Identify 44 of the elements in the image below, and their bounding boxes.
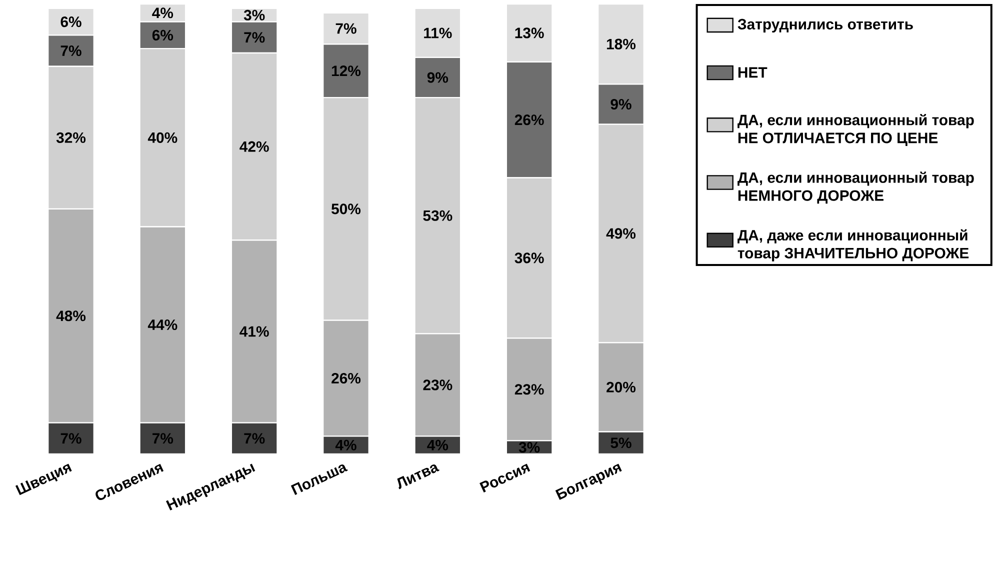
data-label: 9% [610, 98, 632, 110]
bar [506, 4, 553, 63]
data-label: 32% [56, 132, 86, 143]
data-label: 26% [332, 372, 361, 384]
data-label: 4% [152, 8, 174, 18]
data-label: 49% [606, 228, 636, 239]
data-label: 6% [152, 30, 174, 40]
data-label: 5% [610, 438, 632, 448]
legend-label: ДА, если инновационный товар НЕ ОТЛИЧАЕТСЯ ПО ЦЕНЕ [738, 114, 974, 146]
data-label: 7% [244, 32, 265, 43]
data-label: 26% [514, 114, 544, 126]
legend-label: ДА, даже если инновационный товар ЗНАЧИТЕЛЬНО ДОРОЖЕ [738, 229, 969, 262]
data-label: 23% [423, 380, 452, 390]
data-label: 11% [424, 28, 452, 38]
data-label: 13% [515, 28, 544, 38]
data-label: 3% [518, 442, 540, 453]
data-label: 7% [60, 46, 82, 56]
data-label: 12% [332, 66, 361, 76]
data-label: 23% [514, 384, 544, 395]
data-label: 44% [148, 320, 178, 330]
data-label: 48% [56, 310, 86, 322]
data-label: 41% [240, 326, 269, 337]
data-label: 4% [427, 440, 448, 450]
data-label: 36% [514, 252, 544, 264]
data-label: 3% [244, 10, 265, 20]
data-label: 7% [244, 433, 265, 444]
data-label: 50% [332, 204, 361, 214]
data-label: 7% [336, 23, 356, 34]
x-tick-label: Литва [397, 464, 440, 490]
data-label: 7% [152, 433, 174, 444]
data-label: 20% [606, 382, 636, 392]
legend-label: НЕТ [738, 67, 768, 78]
data-label: 9% [427, 72, 448, 83]
legend-label: ДА, если инновационный товар НЕМНОГО ДОРОЖЕ [738, 172, 974, 204]
data-label: 40% [148, 132, 178, 143]
data-label: 7% [60, 433, 82, 444]
data-label: 4% [335, 440, 356, 450]
data-label: 42% [240, 141, 269, 152]
bar [597, 4, 645, 85]
data-label: 6% [60, 16, 82, 28]
bar [414, 8, 462, 58]
legend-label: Затруднились ответить [738, 18, 913, 32]
data-label: 53% [423, 210, 452, 221]
data-label: 18% [606, 38, 636, 50]
